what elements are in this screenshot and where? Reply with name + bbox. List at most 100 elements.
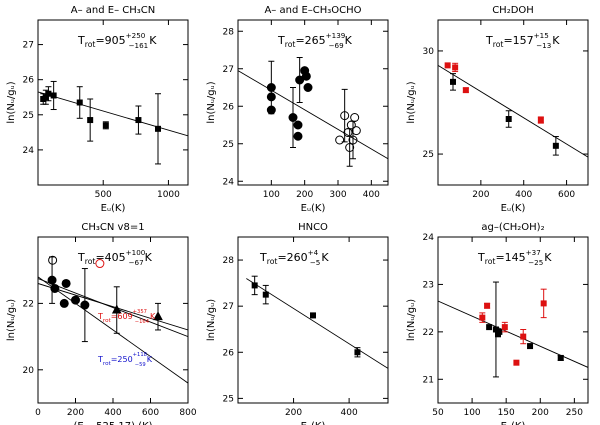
x-axis-label: (Eᵤ−525.17) (K) [73,421,152,425]
chart-title: CH₃CN v8=1 [81,222,144,233]
y-tick-label: 25 [223,394,234,404]
data-point [153,311,163,321]
data-point [348,135,358,145]
data-point [479,314,486,321]
fit-line [438,64,588,158]
trot-annotation: Trot=157+15 −13K [485,31,560,50]
data-point [520,333,527,340]
data-point [501,324,508,331]
x-tick-label: 400 [104,408,121,418]
data-point [345,143,355,152]
y-tick-label: 27 [23,41,34,51]
data-point [266,92,276,102]
data-point [484,302,491,309]
x-tick-label: 400 [515,190,532,200]
x-tick-label: 400 [341,408,358,418]
y-tick-label: 20 [23,366,35,376]
y-axis-label: ln(Nᵤ/gᵤ) [406,299,417,341]
panel-2: 100 200 300 400 24 25 26 27 28 A– and E–CH₃OCHO Eᵤ… [206,5,389,214]
x-tick-label: 500 [95,190,112,200]
data-point [76,99,83,106]
data-point [303,83,313,92]
x-tick-label: 150 [498,408,515,418]
x-axis-label: Eᵤ(K) [301,203,326,214]
panel-6: 50 100 150 200 250 21 22 23 24 ag–(CH₂OH)₂ Eᵤ(K) ln… [406,222,589,425]
x-tick-label: 0 [35,408,41,418]
data-point [496,328,503,335]
chart-title: A– and E– CH₃CN [71,5,155,16]
x-tick-label: 600 [142,408,159,418]
y-tick-label: 24 [223,177,235,187]
x-axis-label: Eᵤ(K) [501,203,526,214]
x-tick-label: 800 [179,408,196,418]
data-point [155,125,161,132]
y-tick-label: 28 [223,27,235,37]
data-point [48,255,58,265]
x-tick-label: 200 [296,190,313,200]
y-tick-label: 26 [223,102,235,112]
y-axis-label: ln(Nᵤ/gᵤ) [6,299,17,341]
data-point [251,282,258,289]
plot-frame [237,19,389,186]
trot-annotation: Trot=250+118 −59K [97,352,153,368]
panel-3: 200 400 600 25 30 CH₂DOH Eᵤ(K) ln(Nᵤ/gᵤ) Trot=15… [406,5,589,214]
trot-annotation: Trot=405+100 −67K [77,248,153,267]
data-point [540,300,547,307]
data-point [351,126,361,136]
y-tick-label: 25 [423,150,434,160]
y-tick-label: 27 [223,302,234,312]
fit-line [38,278,188,338]
chart-title: HNCO [298,222,328,233]
x-tick-label: 1000 [157,190,180,200]
y-tick-label: 27 [223,65,234,75]
data-point [350,113,360,122]
data-point [50,92,57,99]
y-tick-label: 22 [423,328,434,338]
data-point [266,105,276,115]
x-axis-label: Eᵤ(K) [501,421,526,425]
plot-frame [37,19,189,186]
data-point [444,62,451,69]
data-point [310,312,316,319]
trot-annotation: Trot=265+139 −69K [277,31,353,50]
data-point [557,354,564,361]
chart-title: CH₂DOH [492,5,534,16]
chart-title: A– and E–CH₃OCHO [264,5,361,16]
data-point [295,75,305,85]
x-tick-label: 600 [558,190,575,200]
y-tick-label: 25 [223,140,234,150]
x-tick-label: 200 [532,408,549,418]
x-tick-label: 250 [566,408,583,418]
fit-line [38,91,188,137]
data-point [59,298,69,308]
y-tick-label: 21 [423,375,434,385]
x-axis-label: Eᵤ(K) [301,421,326,425]
data-point [87,117,94,124]
y-axis-label: ln(Nᵤ/gᵤ) [6,81,17,123]
data-point [537,117,544,124]
data-point [45,90,52,97]
data-point [102,122,109,129]
data-point [527,343,534,350]
y-tick-label: 22 [23,299,34,309]
x-tick-label: 400 [363,190,380,200]
y-tick-label: 24 [423,233,435,243]
x-tick-label: 100 [463,408,480,418]
trot-annotation: Trot=609+357 −164K [97,309,156,325]
y-tick-label: 26 [223,348,235,358]
chart-title: ag–(CH₂OH)₂ [481,222,544,233]
data-point [262,291,269,298]
data-point [486,324,493,331]
data-point [293,120,303,130]
trot-annotation: Trot=905+250 −161K [77,31,157,50]
panel-4: 0 200 400 600 800 20 22 CH₃CN v8=1 (Eᵤ−525.17) (… [6,222,197,425]
data-point [450,78,456,85]
y-tick-label: 23 [423,280,434,290]
y-axis-label: ln(Nᵤ/gᵤ) [406,81,417,123]
trot-annotation: Trot=145+37 −25K [477,248,552,267]
x-tick-label: 200 [67,408,84,418]
panel-5: 200 400 25 26 27 28 HNCO Eᵤ(K) ln(Nᵤ/gᵤ) Trot=260… [206,222,389,425]
y-tick-label: 24 [23,146,35,156]
data-point [47,275,57,285]
